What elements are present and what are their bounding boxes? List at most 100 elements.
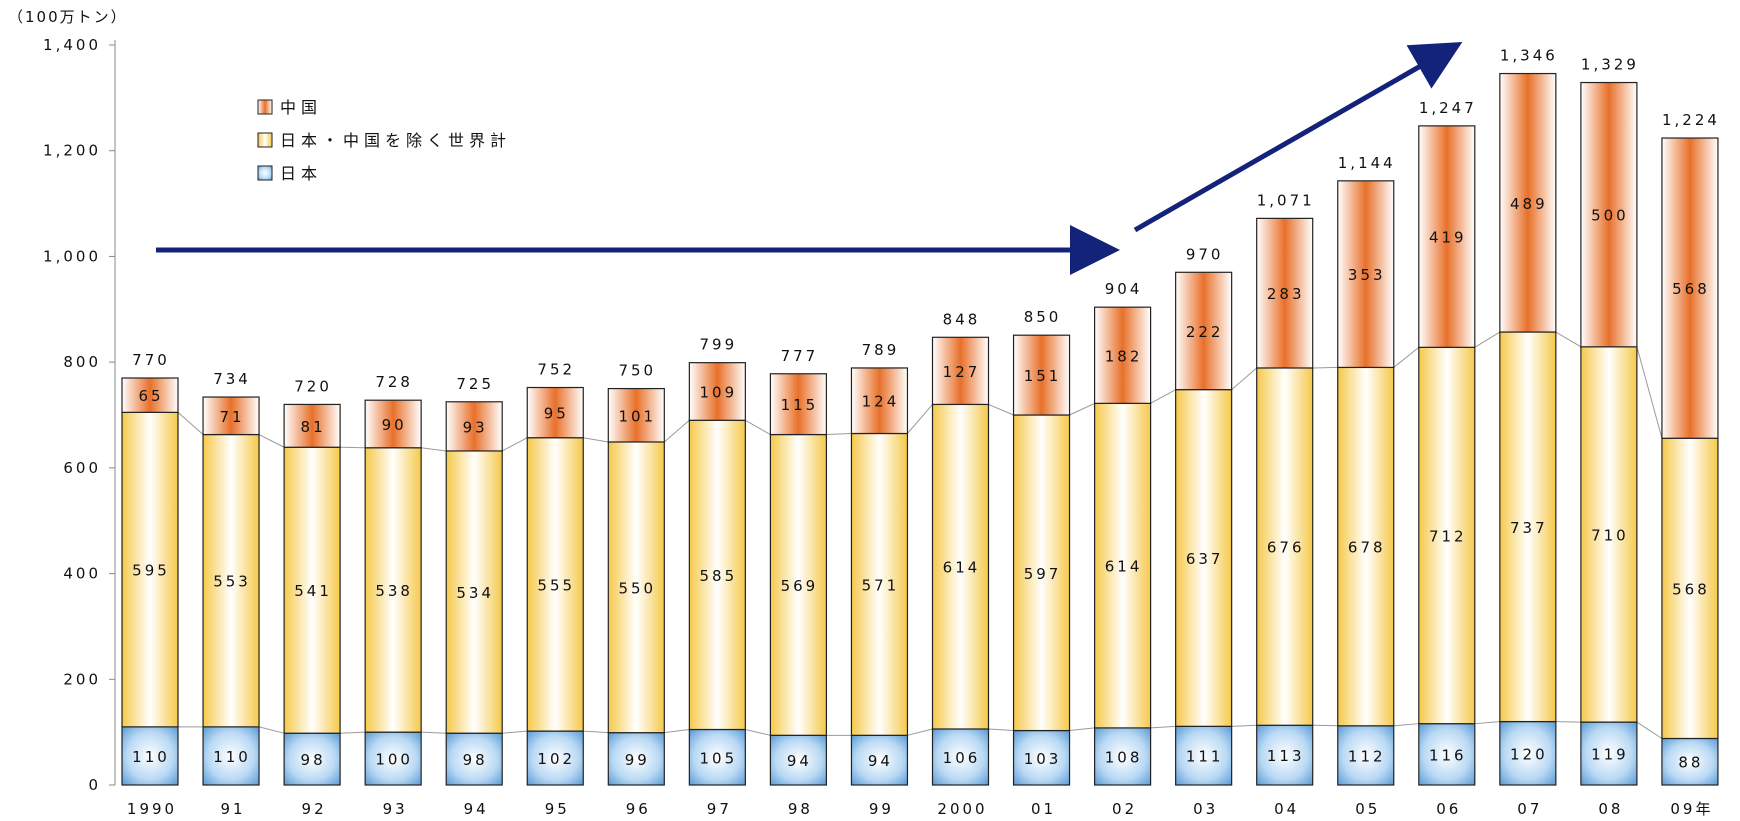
segment-value-label: 550 [618, 579, 656, 597]
x-category-label: 02 [1112, 800, 1137, 818]
bar-segment-china [850, 367, 909, 435]
bar-segment-china [1337, 180, 1395, 369]
bar-segment-china [1418, 125, 1476, 348]
segment-connector-line [583, 730, 609, 734]
segment-connector-line [1636, 346, 1663, 439]
x-category-label: 2000 [937, 800, 987, 818]
segment-value-label: 113 [1267, 747, 1305, 765]
segment-value-label: 110 [213, 748, 251, 766]
segment-value-label: 90 [382, 416, 407, 434]
total-value-label: 720 [294, 377, 332, 395]
segment-value-label: 568 [1672, 580, 1710, 598]
segment-value-label: 541 [294, 582, 332, 600]
bar-segment-china [1499, 72, 1557, 333]
segment-value-label: 101 [618, 407, 656, 425]
segment-connector-line [1474, 331, 1501, 348]
y-tick-label: 800 [63, 353, 101, 371]
segment-value-label: 571 [862, 576, 900, 594]
segment-connector-line [1474, 721, 1500, 725]
x-category-label: 03 [1193, 800, 1218, 818]
bar-segment-china [688, 362, 746, 421]
segment-connector-line [502, 730, 528, 734]
bar-segment-japan [1661, 737, 1719, 786]
bar-segment-china [1256, 217, 1314, 369]
bar-segment-japan [1499, 720, 1557, 786]
segment-connector-line [1231, 724, 1257, 727]
segment-value-label: 111 [1186, 748, 1224, 766]
segment-connector-line [1312, 724, 1338, 727]
bar-segment-japan [1580, 721, 1638, 786]
segment-connector-line [421, 731, 447, 734]
segment-value-label: 106 [943, 749, 981, 767]
bar-segment-world-excl-japan-china [1580, 346, 1638, 723]
segment-value-label: 94 [868, 752, 893, 770]
segment-value-label: 222 [1186, 323, 1224, 341]
bar-segment-world-excl-japan-china [1418, 346, 1476, 725]
x-category-label: 04 [1274, 800, 1299, 818]
legend-label-world-excl-japan-china: 日本・中国を除く世界計 [280, 131, 511, 150]
total-value-label: 1,329 [1581, 56, 1639, 74]
segment-value-label: 737 [1510, 519, 1548, 537]
y-tick-label: 600 [63, 459, 101, 477]
segment-value-label: 614 [1105, 558, 1143, 576]
segment-value-label: 115 [781, 396, 819, 414]
segment-connector-line [258, 726, 285, 734]
segment-connectors [177, 331, 1663, 739]
segment-value-label: 105 [700, 749, 738, 767]
segment-connector-line [1393, 723, 1419, 727]
segment-value-label: 419 [1429, 229, 1467, 247]
x-category-label: 95 [545, 800, 570, 818]
total-value-label: 750 [618, 362, 656, 380]
bar-segment-china [1012, 334, 1071, 416]
bar-segment-china [526, 386, 584, 439]
segment-value-label: 119 [1591, 746, 1629, 764]
segment-value-label: 93 [463, 418, 488, 436]
total-value-label: 904 [1105, 280, 1143, 298]
segment-connector-line [1636, 721, 1663, 739]
bar-segment-china [283, 403, 341, 448]
total-value-label: 777 [781, 347, 819, 365]
segment-value-label: 108 [1105, 748, 1143, 766]
segment-value-label: 182 [1105, 347, 1143, 365]
segment-value-label: 98 [301, 751, 326, 769]
x-category-label: 06 [1436, 800, 1461, 818]
segment-value-label: 71 [220, 408, 245, 426]
bar-segment-world-excl-japan-china [1093, 402, 1152, 729]
total-value-label: 770 [132, 351, 170, 369]
bar-segment-japan [607, 732, 665, 786]
segment-value-label: 568 [1672, 280, 1710, 298]
y-tick-label: 0 [88, 776, 101, 794]
segment-connector-line [745, 729, 771, 736]
segment-connector-line [907, 404, 933, 434]
segment-connector-line [1150, 389, 1176, 404]
legend-label-china: 中国 [280, 98, 322, 117]
x-category-label: 07 [1517, 800, 1542, 818]
total-value-label: 752 [537, 361, 575, 379]
segment-value-label: 712 [1429, 528, 1467, 546]
total-value-label: 1,247 [1419, 99, 1477, 117]
x-category-label: 96 [626, 800, 651, 818]
segment-value-label: 676 [1267, 539, 1305, 557]
segment-connector-line [1393, 346, 1420, 368]
total-value-label: 799 [700, 336, 738, 354]
total-value-label: 848 [943, 310, 981, 328]
segment-connector-line [258, 434, 285, 448]
x-category-label: 01 [1031, 800, 1056, 818]
segment-connector-line [1069, 402, 1095, 416]
segment-value-label: 103 [1024, 750, 1062, 768]
segment-value-label: 710 [1591, 526, 1629, 544]
bar-segment-china [931, 336, 990, 406]
bar-segment-japan [1012, 729, 1071, 786]
segment-value-label: 500 [1591, 207, 1629, 225]
x-category-label: 08 [1598, 800, 1623, 818]
total-value-label: 734 [213, 370, 251, 388]
segment-value-label: 95 [544, 405, 569, 423]
segment-connector-line [988, 403, 1014, 416]
x-category-label: 05 [1355, 800, 1380, 818]
bar-segment-world-excl-japan-china [1012, 414, 1071, 732]
bar-segment-china [202, 396, 260, 436]
bar-segment-world-excl-japan-china [1661, 437, 1719, 740]
total-value-label: 850 [1024, 308, 1062, 326]
